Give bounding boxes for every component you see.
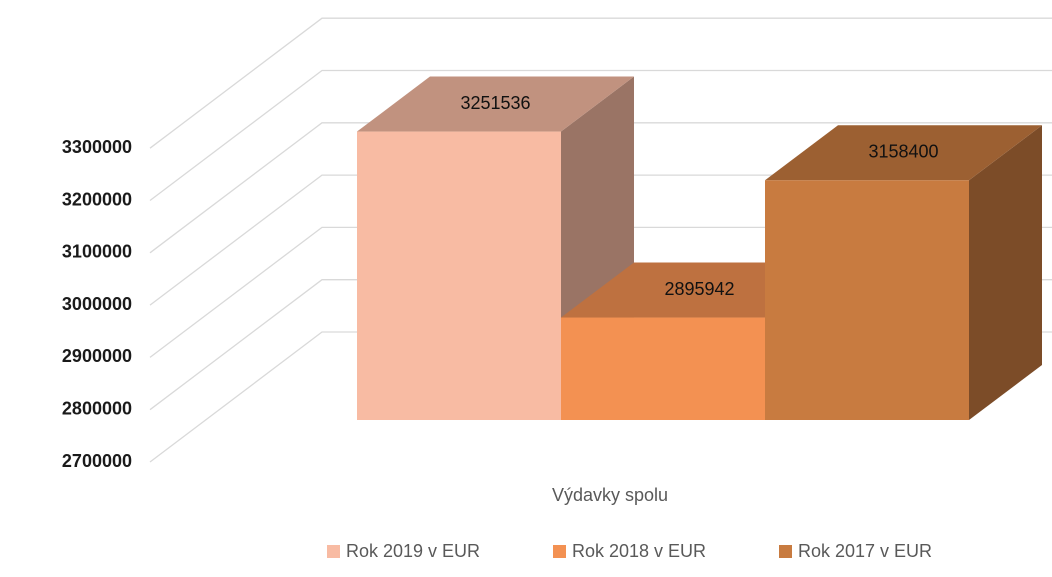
- grid-line: [149, 122, 1052, 254]
- legend-swatch: [779, 545, 792, 558]
- legend-label: Rok 2017 v EUR: [798, 541, 932, 561]
- bar-top: [357, 76, 634, 132]
- y-tick-label: 3000000: [62, 294, 132, 314]
- legend-label: Rok 2019 v EUR: [346, 541, 480, 561]
- y-tick-label: 3200000: [62, 189, 132, 209]
- bars: 3251536 2895942 3158400: [357, 76, 1042, 421]
- data-label: 2895942: [664, 279, 734, 299]
- data-label: 3251536: [460, 93, 530, 113]
- y-tick-label: 2800000: [62, 398, 132, 418]
- legend-swatch: [327, 545, 340, 558]
- category-label: Výdavky spolu: [552, 485, 668, 505]
- bar-top: [765, 125, 1042, 181]
- bar: [357, 131, 561, 420]
- y-tick-label: 3300000: [62, 137, 132, 157]
- bar: [561, 317, 765, 420]
- y-tick-label: 2900000: [62, 346, 132, 366]
- legend-swatch: [553, 545, 566, 558]
- bar: [765, 180, 969, 420]
- y-tick-label: 2700000: [62, 451, 132, 471]
- y-tick-label: 3100000: [62, 242, 132, 262]
- grid-line: [149, 69, 1052, 202]
- legend-label: Rok 2018 v EUR: [572, 541, 706, 561]
- grid-line: [149, 17, 1052, 149]
- bar-side: [969, 125, 1042, 420]
- legend: Rok 2019 v EUR Rok 2018 v EUR Rok 2017 v E…: [327, 541, 932, 561]
- data-label: 3158400: [868, 142, 938, 162]
